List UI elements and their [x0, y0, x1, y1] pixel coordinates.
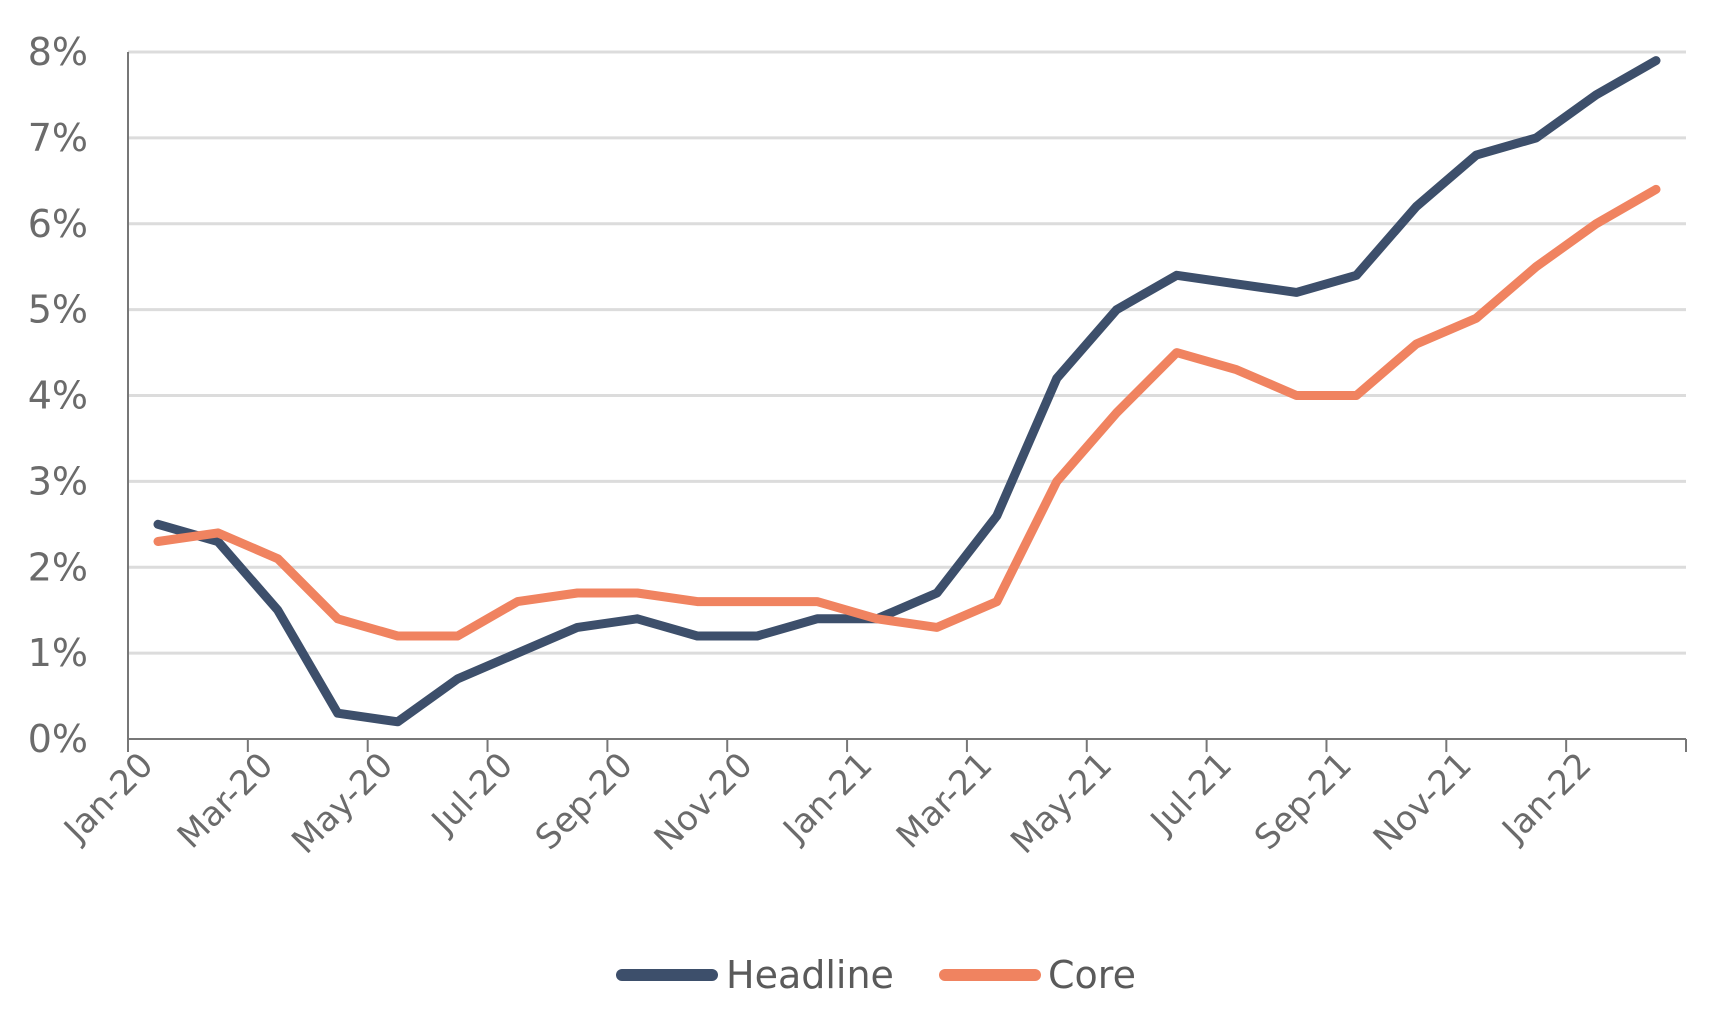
x-tick-label: Mar-21 [889, 745, 1000, 856]
y-tick-label: 1% [28, 631, 88, 675]
y-tick-label: 3% [28, 459, 88, 503]
legend-label-core: Core [1048, 953, 1136, 997]
x-tick-label: Sep-20 [528, 745, 641, 858]
x-tick-label: Jan-21 [774, 745, 880, 851]
legend: Headline Core [616, 953, 1136, 997]
gridlines [128, 50, 1686, 655]
x-axis-ticks: Jan-20 Mar-20 May-20 Jul-20 Sep-20 Nov-20 Jan-… [55, 739, 1687, 862]
x-tick-label: Sep-21 [1247, 745, 1360, 858]
x-tick-label: Jul-20 [423, 745, 521, 843]
x-tick-label: Nov-21 [1366, 745, 1480, 859]
y-tick-label: 6% [28, 202, 88, 246]
x-tick-label: Jul-21 [1142, 745, 1240, 843]
y-tick-label: 5% [28, 288, 88, 332]
legend-label-headline: Headline [726, 953, 894, 997]
series-line-headline [153, 56, 1661, 727]
y-tick-label: 7% [28, 116, 88, 160]
series-lines [153, 56, 1661, 727]
y-tick-label: 2% [28, 545, 88, 589]
legend-item-core: Core [939, 953, 1136, 997]
legend-item-headline: Headline [616, 953, 894, 997]
x-tick-label: Mar-20 [170, 745, 281, 856]
y-tick-label: 4% [28, 374, 88, 418]
series-line-core [153, 184, 1661, 641]
x-tick-label: Nov-20 [647, 745, 761, 859]
x-tick-label: May-20 [284, 745, 401, 862]
y-axis-tick-labels: 0% 1% 2% 3% 4% 5% 6% 7% 8% [28, 30, 88, 761]
y-tick-label: 8% [28, 30, 88, 74]
x-tick-label: May-21 [1003, 745, 1120, 862]
x-tick-label: Jan-22 [1493, 745, 1599, 851]
y-tick-label: 0% [28, 717, 88, 761]
